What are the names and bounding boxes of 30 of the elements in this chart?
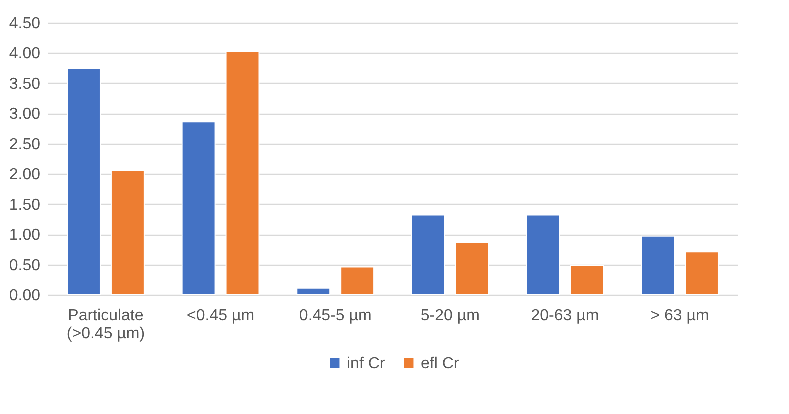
- x-tick-label: 0.45-5 µm: [299, 308, 372, 324]
- bar: [685, 252, 719, 296]
- bar: [296, 288, 331, 296]
- x-tick-label: <0.45 µm: [187, 308, 255, 324]
- y-tick-label: 2.00: [9, 166, 41, 184]
- x-tick-label: Particulate (>0.45 µm): [66, 308, 146, 342]
- y-tick-label: 4.00: [9, 46, 41, 63]
- bar: [340, 266, 375, 296]
- x-tick-label: 5-20 µm: [420, 308, 480, 324]
- y-tick-label: 3.00: [9, 106, 41, 124]
- bar: [455, 242, 490, 296]
- x-tick-label: > 63 µm: [650, 308, 710, 324]
- bar: [110, 170, 145, 296]
- y-tick-label: 0.50: [9, 257, 41, 274]
- bar: [411, 214, 446, 296]
- bar: [226, 52, 260, 296]
- y-tick-label: 1.00: [9, 227, 41, 244]
- y-tick-label: 4.50: [9, 16, 41, 32]
- legend-label: efl Cr: [421, 355, 460, 372]
- y-tick-label: 1.50: [9, 196, 41, 214]
- y-tick-label: 2.50: [9, 136, 41, 154]
- bar: [67, 68, 101, 296]
- legend-label: inf Cr: [347, 355, 386, 372]
- x-tick-label: 20-63 µm: [531, 308, 600, 324]
- bar: [641, 236, 676, 296]
- bar: [570, 265, 604, 296]
- bar: [182, 122, 216, 296]
- y-tick-label: 0.00: [9, 288, 41, 304]
- bar: [526, 214, 560, 296]
- y-tick-label: 3.50: [9, 76, 41, 93]
